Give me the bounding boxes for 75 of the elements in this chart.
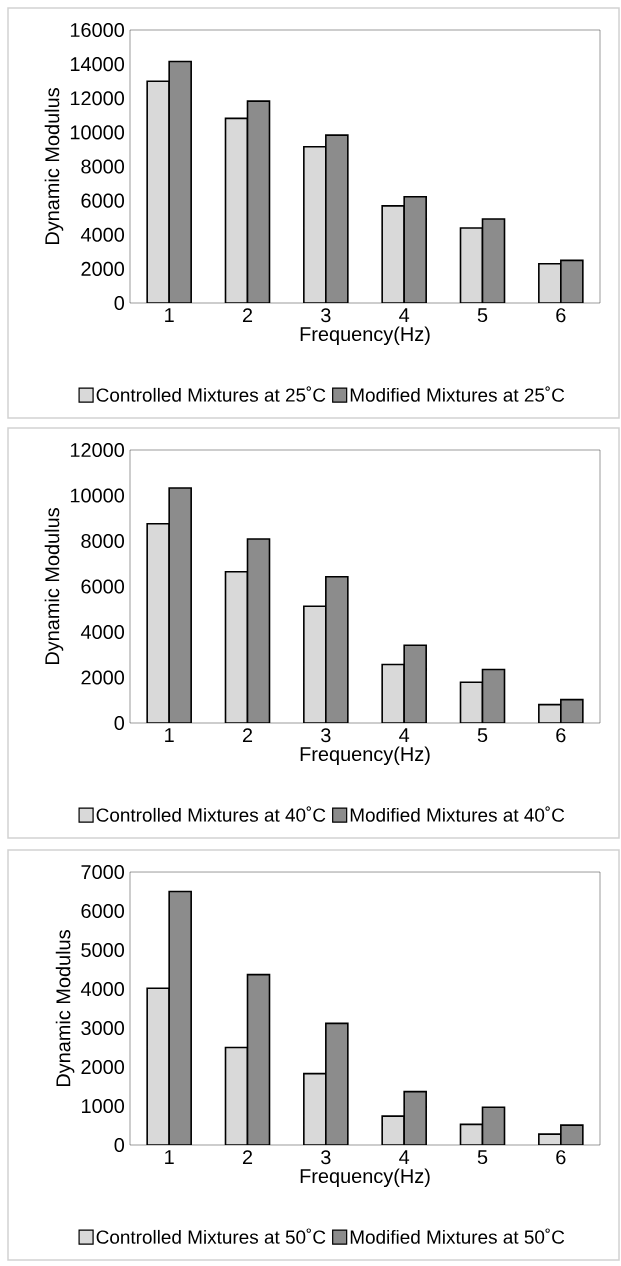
y-axis-title: Dynamic Modulus [44, 508, 64, 665]
bar [481, 1106, 506, 1146]
y-tick-label: 6000 [81, 579, 125, 594]
x-axis-title: Frequency(Hz) [300, 326, 430, 346]
legend-label: Modified Mixtures at 50˚C [350, 1228, 565, 1244]
y-tick-label: 4000 [80, 227, 125, 242]
legend-label: Modified Mixtures at 25˚C [350, 386, 565, 402]
bar [481, 668, 506, 724]
y-tick-label: 14000 [70, 57, 125, 72]
y-tick-label: 3000 [81, 1020, 125, 1036]
x-tick-label: 5 [477, 1150, 488, 1165]
bar [459, 681, 484, 724]
y-axis-title: Dynamic Modulus [44, 88, 64, 245]
y-tick-label: 16000 [70, 22, 125, 38]
legend-label: Modified Mixtures at 40˚C [350, 806, 565, 822]
y-tick-label: 10000 [70, 125, 125, 140]
x-tick-label: 6 [556, 308, 566, 323]
bar [325, 134, 349, 303]
y-tick-label: 7000 [81, 864, 125, 880]
x-tick-label: 5 [477, 728, 488, 743]
y-tick-label: 8000 [81, 159, 125, 174]
x-tick-label: 2 [242, 1150, 253, 1165]
bar [303, 145, 327, 303]
x-tick-label: 4 [399, 728, 410, 742]
x-tick-label: 1 [165, 1150, 174, 1164]
x-tick-label: 2 [242, 308, 253, 323]
bar [146, 522, 170, 724]
y-tick-label: 12000 [70, 91, 125, 106]
y-tick-label: 10000 [70, 488, 125, 503]
y-tick-label: 12000 [70, 442, 125, 458]
legend-label: Controlled Mixtures at 50˚C [96, 1228, 326, 1244]
x-tick-label: 3 [321, 728, 331, 743]
y-tick-label: 0 [114, 715, 125, 731]
x-tick-label: 2 [242, 728, 253, 743]
x-tick-label: 3 [321, 308, 331, 323]
bar [146, 80, 170, 303]
bar [303, 605, 327, 724]
bar [246, 973, 271, 1146]
legend-label: Controlled Mixtures at 25˚C [96, 386, 326, 402]
x-axis-title: Frequency(Hz) [300, 1168, 430, 1188]
y-axis-title: Dynamic Modulus [55, 930, 75, 1087]
x-tick-label: 1 [165, 728, 174, 742]
bar [481, 218, 506, 303]
y-tick-label: 2000 [81, 670, 125, 685]
x-tick-label: 6 [556, 728, 566, 743]
bar [168, 890, 192, 1146]
y-tick-label: 4000 [80, 624, 125, 640]
bar [224, 117, 249, 303]
y-tick-label: 2000 [81, 1059, 125, 1075]
bar [246, 538, 271, 724]
bar [146, 987, 170, 1146]
x-axis-title: Frequency(Hz) [300, 746, 430, 766]
x-tick-label: 5 [477, 308, 488, 323]
x-tick-label: 3 [321, 1150, 331, 1165]
y-tick-label: 0 [114, 295, 125, 311]
bar [459, 227, 484, 303]
x-tick-label: 4 [399, 1150, 410, 1164]
bar [168, 60, 192, 303]
bar [224, 1046, 249, 1146]
bar [325, 1022, 349, 1146]
y-tick-label: 0 [114, 1137, 125, 1153]
y-tick-label: 4000 [80, 981, 125, 997]
y-tick-label: 6000 [81, 903, 125, 919]
legend-label: Controlled Mixtures at 40˚C [96, 806, 326, 822]
y-tick-label: 5000 [81, 942, 125, 958]
x-tick-label: 4 [399, 308, 410, 322]
y-tick-label: 2000 [81, 261, 125, 276]
x-tick-label: 1 [165, 308, 174, 322]
bar [168, 487, 192, 724]
y-tick-label: 6000 [81, 193, 125, 208]
bar [246, 100, 271, 303]
y-tick-label: 1000 [82, 1098, 125, 1114]
y-tick-label: 8000 [81, 533, 125, 549]
x-tick-label: 6 [556, 1150, 566, 1165]
bar [224, 570, 249, 724]
